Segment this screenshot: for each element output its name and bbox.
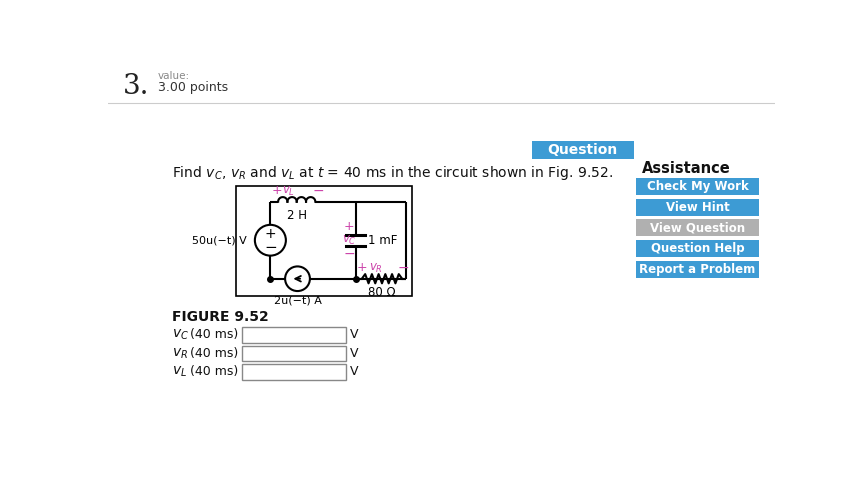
Bar <box>242 346 346 361</box>
Text: Assistance: Assistance <box>642 161 731 176</box>
FancyBboxPatch shape <box>636 240 759 257</box>
Text: 3.00 points: 3.00 points <box>158 82 228 94</box>
Text: value:: value: <box>158 71 190 81</box>
Text: (40 ms) =: (40 ms) = <box>186 347 253 360</box>
Text: +: + <box>264 227 276 241</box>
FancyBboxPatch shape <box>636 178 759 195</box>
Text: −: − <box>398 261 410 275</box>
Text: Find $v_C$, $v_R$ and $v_L$ at $t$ = 40 ms in the circuit shown in Fig. 9.52.: Find $v_C$, $v_R$ and $v_L$ at $t$ = 40 … <box>172 164 613 182</box>
Bar <box>236 186 412 296</box>
Text: $v_L$: $v_L$ <box>172 365 187 379</box>
Text: +: + <box>344 220 355 233</box>
Text: −: − <box>313 184 325 198</box>
Text: Report a Problem: Report a Problem <box>639 263 755 276</box>
FancyBboxPatch shape <box>636 199 759 215</box>
Text: 1 mF: 1 mF <box>368 234 398 247</box>
Text: $v_C$: $v_C$ <box>172 328 189 342</box>
Text: −: − <box>344 247 356 261</box>
Text: 2 H: 2 H <box>287 208 307 222</box>
Text: 3.: 3. <box>123 73 150 100</box>
FancyBboxPatch shape <box>636 219 759 237</box>
Text: 80 Ω: 80 Ω <box>369 286 396 299</box>
Text: $v_L$: $v_L$ <box>282 185 295 198</box>
Text: $v_R$: $v_R$ <box>369 262 383 275</box>
FancyBboxPatch shape <box>531 141 634 160</box>
Text: 2u(−t) A: 2u(−t) A <box>274 296 321 306</box>
Text: Question: Question <box>548 143 618 157</box>
Text: +: + <box>356 261 367 275</box>
Text: View Hint: View Hint <box>666 201 729 213</box>
Text: FIGURE 9.52: FIGURE 9.52 <box>172 310 269 324</box>
Text: V: V <box>350 366 359 378</box>
Text: V: V <box>350 347 359 360</box>
Text: +: + <box>271 184 282 198</box>
Text: (40 ms) =: (40 ms) = <box>186 366 253 378</box>
FancyBboxPatch shape <box>636 261 759 278</box>
Text: View Question: View Question <box>650 221 745 235</box>
Text: $v_R$: $v_R$ <box>172 346 188 361</box>
Text: Question Help: Question Help <box>651 242 744 255</box>
Bar <box>242 364 346 379</box>
Text: 50u(−t) V: 50u(−t) V <box>192 235 247 245</box>
Text: V: V <box>350 329 359 341</box>
Text: −: − <box>264 241 276 255</box>
Bar <box>242 327 346 343</box>
Text: Check My Work: Check My Work <box>647 180 748 193</box>
Text: (40 ms) =: (40 ms) = <box>186 329 253 341</box>
Text: $v_C$: $v_C$ <box>342 234 356 247</box>
